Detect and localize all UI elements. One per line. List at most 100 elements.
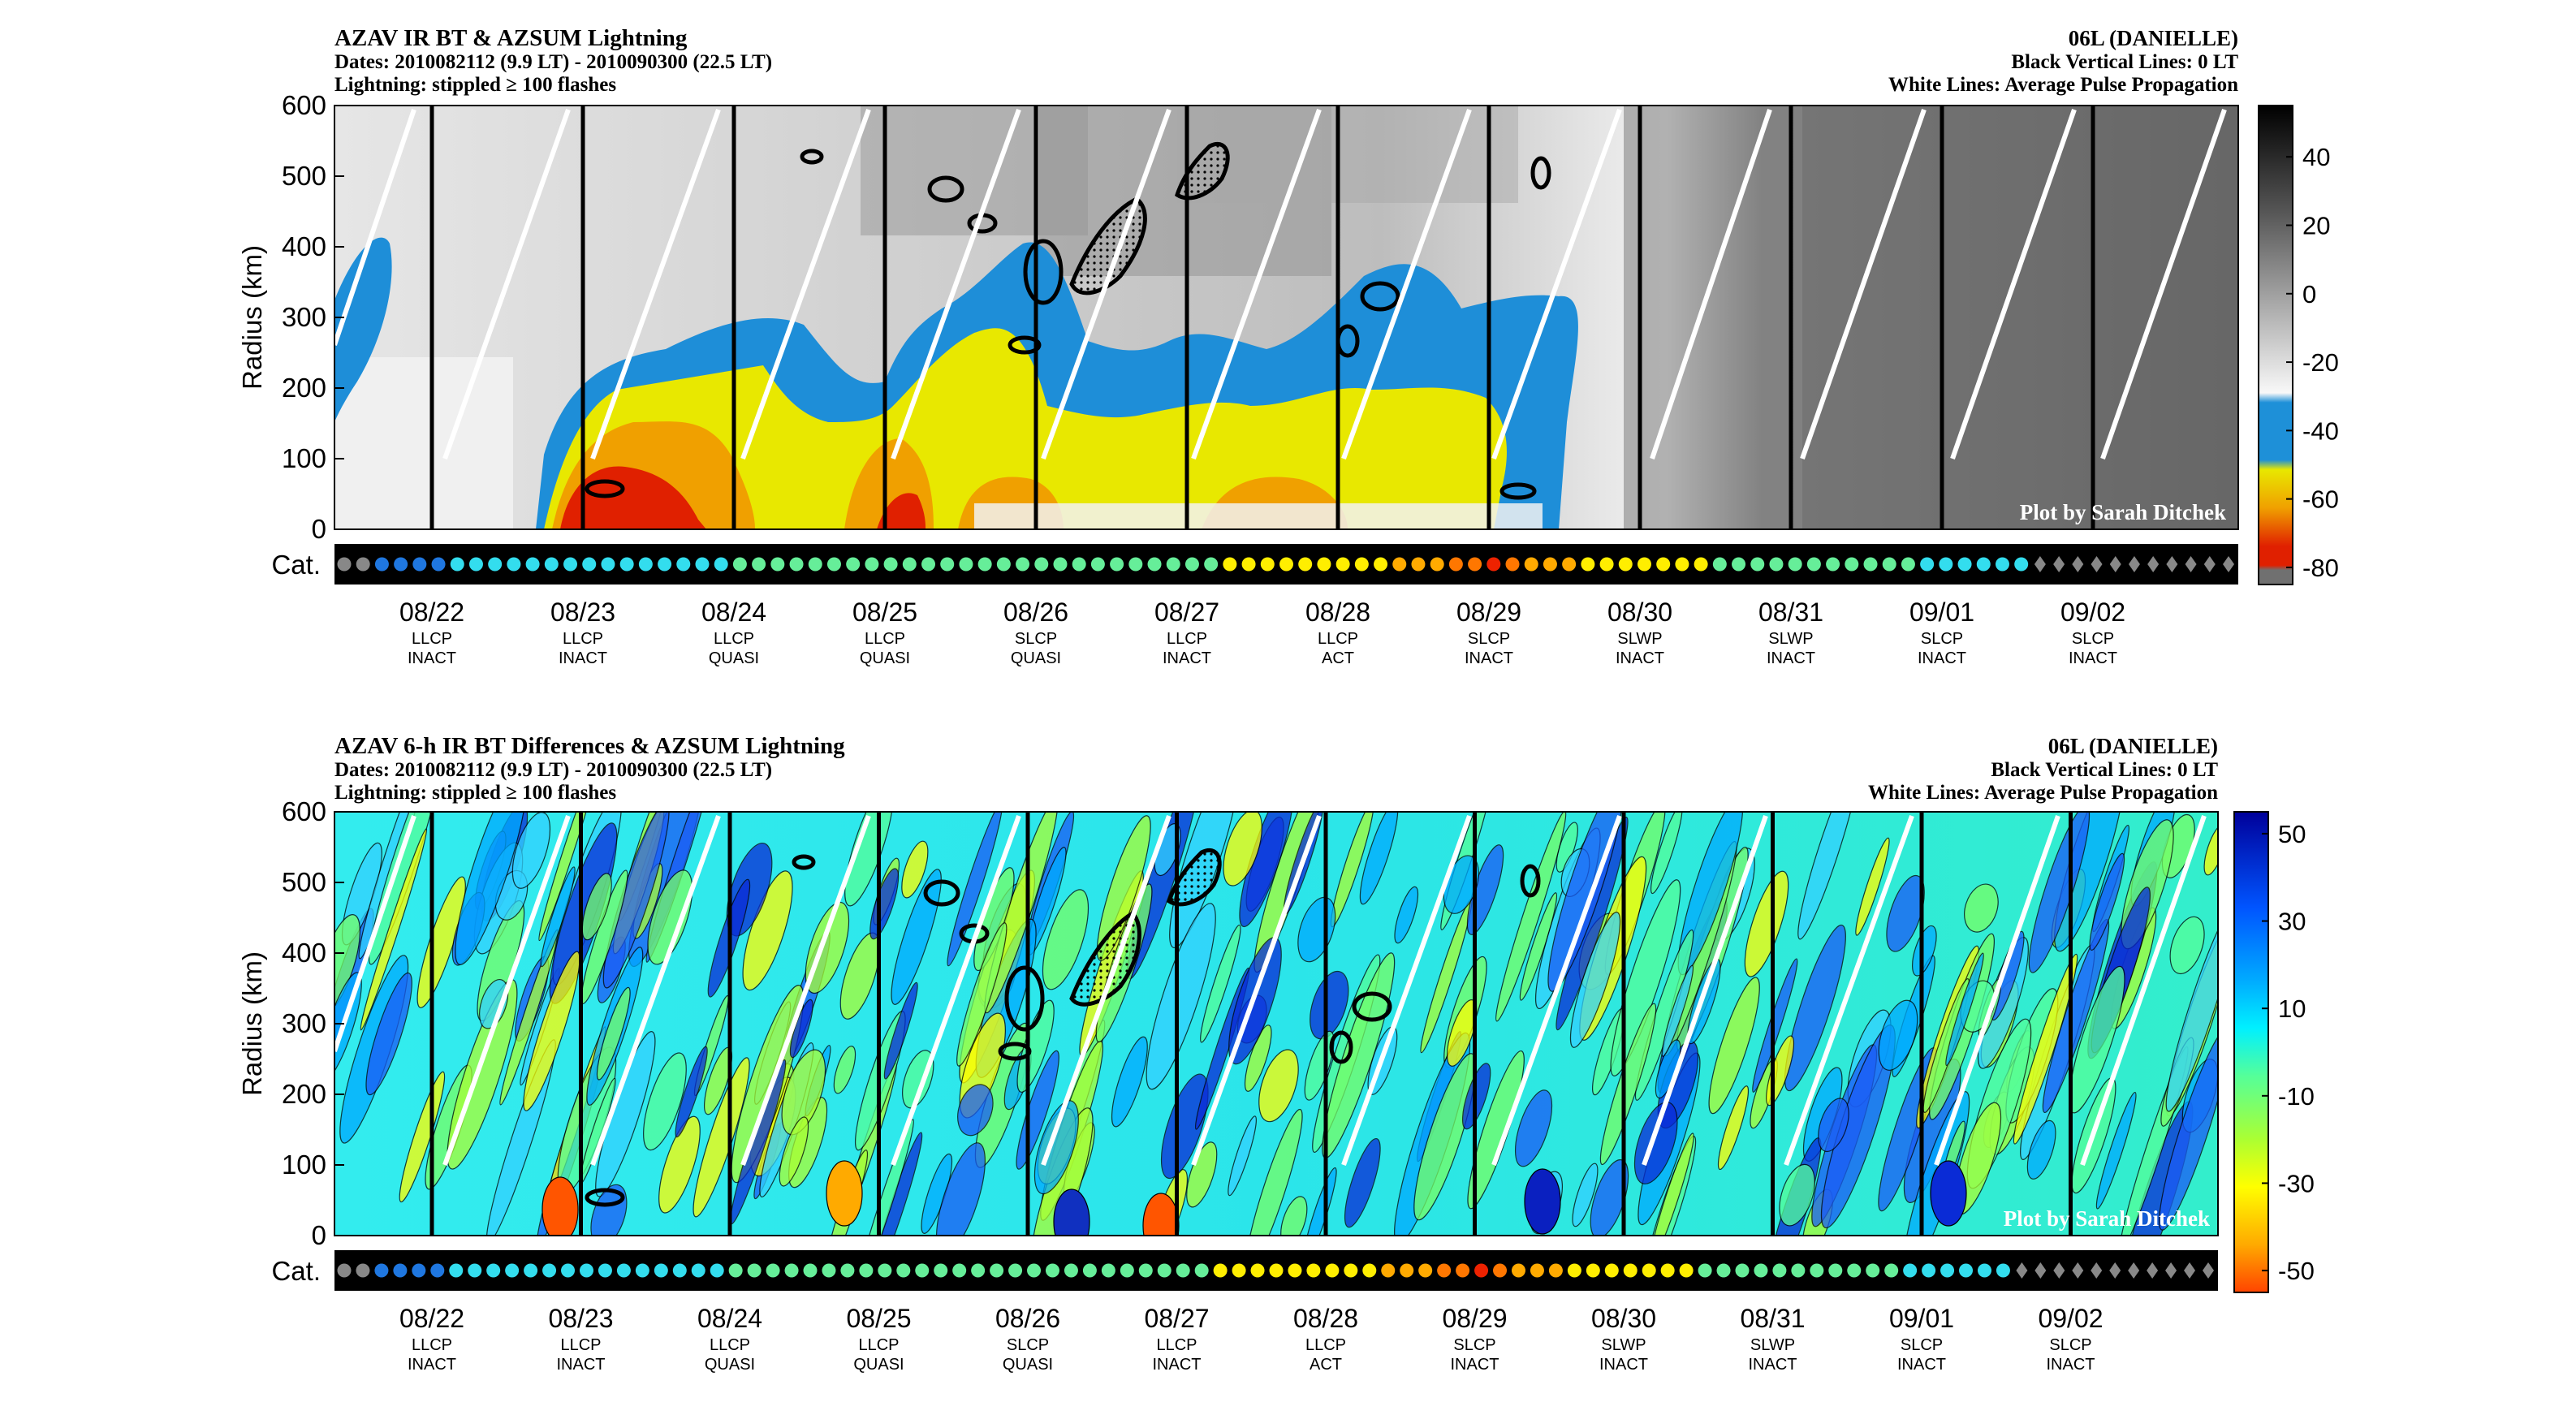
category-marker	[1567, 1263, 1581, 1278]
category-marker	[840, 1263, 855, 1278]
category-marker	[952, 1263, 967, 1278]
lightning-contour	[1352, 991, 1392, 1022]
top-colorbar-ticks: 40 20 0 -20 -40 -60 -80	[2286, 143, 2339, 582]
diff-contour	[1855, 837, 1890, 936]
diff-contour	[947, 812, 1003, 967]
category-marker	[1223, 557, 1237, 572]
category-marker	[691, 1263, 705, 1278]
category-marker	[1064, 1263, 1078, 1278]
day-phase-label: INACT	[1616, 649, 1664, 667]
diff-contour	[935, 1142, 986, 1236]
category-marker	[1920, 557, 1935, 572]
day-date-label: 08/28	[1293, 1304, 1358, 1333]
day-date-label: 08/29	[1456, 597, 1521, 627]
category-marker	[1810, 1263, 1824, 1278]
category-marker	[1530, 1263, 1544, 1278]
category-marker	[1288, 1263, 1302, 1278]
category-marker	[1656, 557, 1671, 572]
category-marker	[1016, 557, 1030, 572]
diff-contour	[1878, 999, 1918, 1071]
category-marker	[803, 1263, 818, 1278]
category-marker	[1562, 557, 1577, 572]
category-marker	[394, 557, 408, 572]
propagation-line	[334, 815, 416, 1052]
day-date-label: 08/30	[1607, 597, 1672, 627]
category-marker	[766, 1263, 780, 1278]
category-marker	[1381, 1263, 1396, 1278]
diff-contour	[742, 870, 793, 991]
diff-contour	[805, 901, 850, 994]
day-phase-label: INACT	[557, 1356, 606, 1374]
propagation-line	[1650, 109, 1772, 459]
day-regime-label: SLCP	[1921, 630, 1963, 648]
bottom-plot-area: Plot by Sarah Ditchek	[334, 812, 2218, 1236]
day-phase-label: QUASI	[1011, 649, 1061, 667]
lightning-contour	[585, 479, 625, 498]
category-marker	[1675, 557, 1689, 572]
diff-contour	[883, 981, 918, 1080]
day-regime-label: LLCP	[412, 630, 452, 648]
top-title: AZAV IR BT & AZSUM Lightning	[334, 25, 688, 51]
category-marker	[1735, 1263, 1750, 1278]
diff-contour	[731, 985, 805, 1184]
category-marker	[2072, 1262, 2084, 1279]
category-marker	[896, 1263, 911, 1278]
lightning-contour	[1530, 156, 1551, 190]
diff-contour	[781, 1049, 826, 1136]
diff-contour	[334, 914, 360, 1016]
category-marker	[1543, 557, 1557, 572]
category-marker	[431, 557, 446, 572]
category-marker	[1448, 557, 1463, 572]
category-marker	[412, 557, 427, 572]
day-regime-label: SLWP	[1601, 1336, 1646, 1354]
day-phase-label: ACT	[1310, 1356, 1342, 1374]
category-marker	[601, 557, 615, 572]
category-marker	[1791, 1263, 1806, 1278]
day-date-label: 08/23	[548, 1304, 613, 1333]
category-marker	[1828, 1263, 1843, 1278]
propagation-line	[891, 108, 1021, 460]
diff-contour	[675, 1046, 708, 1138]
day-phase-label: INACT	[1918, 649, 1966, 667]
category-marker	[1374, 557, 1388, 572]
category-marker	[579, 1263, 593, 1278]
category-marker	[1034, 557, 1049, 572]
colorbar-tick-label: -30	[2278, 1169, 2315, 1197]
day-regime-label: LLCP	[714, 630, 754, 648]
top-category-markers	[337, 556, 2234, 572]
category-marker	[1679, 1263, 1694, 1278]
lightning-stippled-area	[1175, 142, 1230, 201]
top-plot-area: Plot by Sarah Ditchek	[334, 106, 2238, 529]
day-phase-label: INACT	[2069, 649, 2117, 667]
y-tick-label: 500	[282, 867, 326, 897]
top-storm-name: 06L (DANIELLE)	[2069, 26, 2238, 50]
lightning-contour	[1360, 281, 1400, 312]
category-marker	[1166, 557, 1180, 572]
top-lightning-note: Lightning: stippled ≥ 100 flashes	[334, 74, 616, 96]
bottom-lightning-note: Lightning: stippled ≥ 100 flashes	[334, 782, 616, 804]
day-date-label: 08/26	[1003, 597, 1068, 627]
category-marker	[2166, 556, 2178, 572]
diff-contour	[956, 922, 1008, 1067]
category-marker	[714, 557, 728, 572]
bottom-white-propagation-lines	[334, 814, 2207, 1167]
category-marker	[770, 557, 785, 572]
colorbar-tick-label: -10	[2278, 1082, 2315, 1111]
category-marker	[488, 557, 503, 572]
top-white-propagation-lines	[334, 108, 2227, 460]
category-marker	[2128, 556, 2140, 572]
day-phase-label: QUASI	[853, 1356, 904, 1374]
diff-contour	[1446, 999, 1478, 1067]
category-marker	[1660, 1263, 1675, 1278]
day-regime-label: LLCP	[1305, 1336, 1346, 1354]
category-marker	[1468, 557, 1482, 572]
y-tick-label: 400	[282, 231, 326, 261]
day-date-label: 08/31	[1758, 597, 1823, 627]
diff-contour	[1310, 970, 1349, 1040]
category-marker	[728, 1263, 743, 1278]
propagation-line	[740, 814, 871, 1167]
lightning-contour	[927, 175, 964, 203]
y-tick-label: 0	[312, 514, 326, 544]
category-marker	[374, 557, 389, 572]
